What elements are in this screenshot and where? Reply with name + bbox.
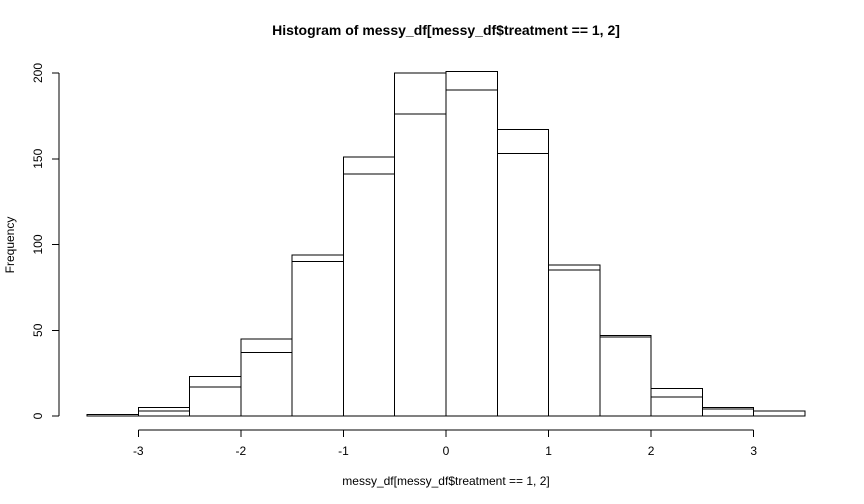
x-tick-label: 3 — [750, 444, 757, 458]
y-tick-label: 100 — [31, 234, 45, 254]
x-axis-label: messy_df[messy_df$treatment == 1, 2] — [342, 474, 549, 488]
x-tick-label: 1 — [545, 444, 552, 458]
y-tick-label: 0 — [31, 412, 45, 419]
x-tick-label: -1 — [338, 444, 349, 458]
x-tick-label: -3 — [133, 444, 144, 458]
histogram-bar-s2-2 — [189, 386, 242, 417]
histogram-bar-s2-3 — [240, 352, 293, 417]
x-tick-label: 2 — [648, 444, 655, 458]
histogram-bar-s1-6 — [394, 72, 447, 417]
chart-title: Histogram of messy_df[messy_df$treatment… — [272, 22, 620, 38]
x-tick-label: -2 — [236, 444, 247, 458]
histogram-bar-s1-7 — [445, 70, 498, 417]
histogram-bar-s2-1 — [137, 410, 191, 417]
histogram-bar-s2-12 — [701, 408, 755, 417]
histogram-bar-s2-8 — [496, 153, 550, 417]
histogram-bar-s1-1 — [137, 406, 191, 417]
y-axis-label: Frequency — [3, 217, 17, 274]
y-tick-label: 200 — [31, 63, 45, 83]
x-axis: -3 -2 -1 0 1 2 3 — [133, 429, 757, 458]
histogram-bar-s1-9 — [548, 264, 601, 417]
histogram-bar-s2-5 — [342, 173, 396, 417]
x-tick-label: 0 — [443, 444, 450, 458]
histogram-bar-s1-2 — [189, 376, 242, 417]
histogram-bar-s2-4 — [291, 261, 344, 417]
histogram-bar-s1-10 — [599, 334, 652, 417]
bars-layer — [86, 70, 806, 417]
histogram-bar-s2-10 — [599, 336, 652, 417]
y-tick-label: 50 — [31, 323, 45, 337]
histogram-bar-s1-3 — [240, 338, 293, 417]
histogram-bar-s1-11 — [650, 388, 703, 417]
histogram-bar-s1-13 — [753, 410, 806, 417]
histogram-bar-s1-5 — [342, 156, 396, 417]
histogram-bar-s1-0 — [86, 413, 139, 417]
y-axis: 0 50 100 150 200 — [31, 63, 60, 419]
y-tick-label: 150 — [31, 148, 45, 168]
histogram-bar-s1-8 — [496, 129, 550, 417]
histogram-bar-s2-6 — [394, 113, 447, 417]
histogram-bar-s2-7 — [445, 89, 498, 417]
histogram-bar-s2-11 — [650, 396, 703, 417]
histogram-bar-s1-4 — [291, 254, 344, 417]
histogram-bar-s2-9 — [548, 269, 601, 417]
